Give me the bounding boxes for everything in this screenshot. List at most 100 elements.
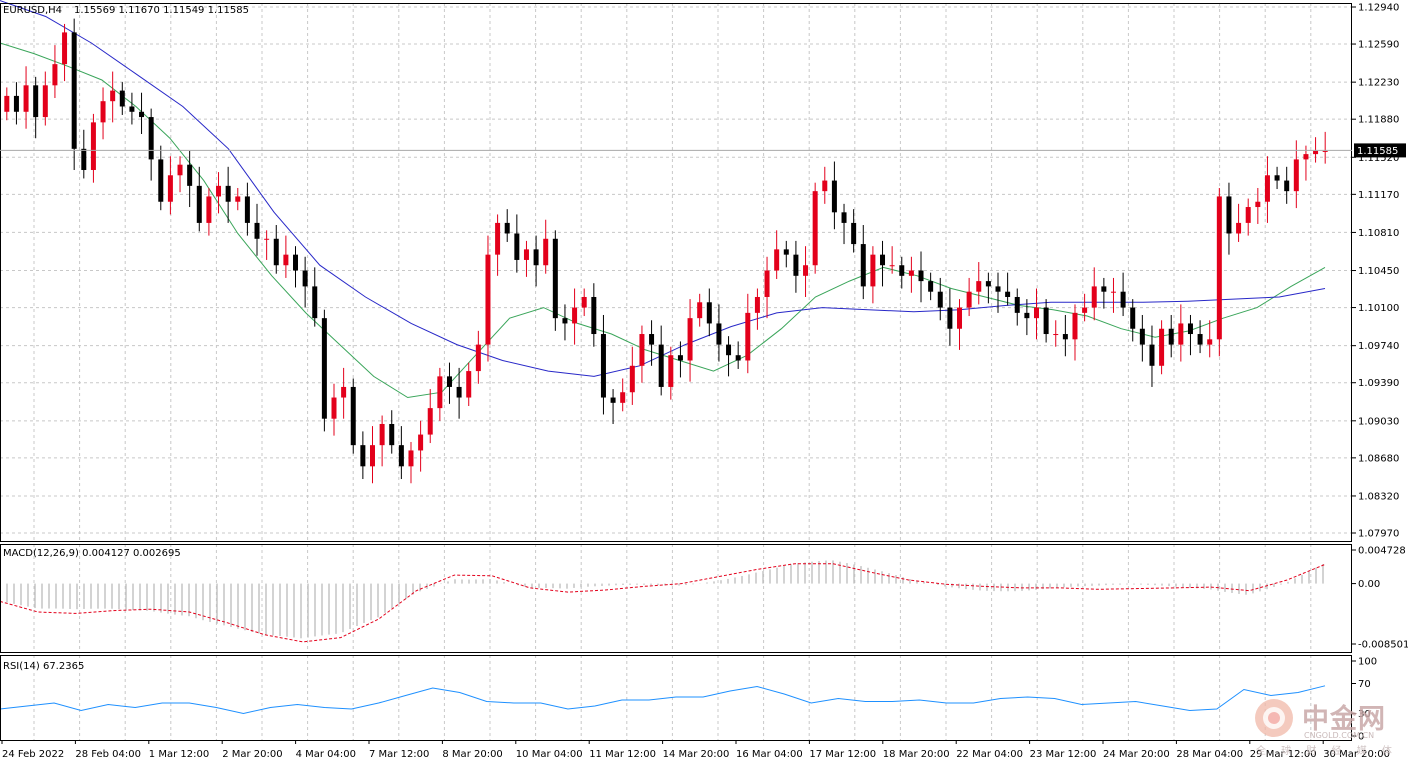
price-tick-label: 1.08680 [1358,453,1399,464]
candle-body [100,101,106,123]
candle-body [1091,286,1097,308]
candle-body [1293,159,1299,192]
price-tick-label: 1.12590 [1358,40,1399,51]
price-tick-label: 1.10810 [1358,228,1399,239]
price-tick-label: 1.07970 [1358,529,1399,540]
candle-body [293,254,299,271]
candle-body [283,254,289,266]
time-tick-label: 7 Mar 12:00 [369,749,429,760]
time-tick-label: 24 Mar 20:00 [1103,749,1170,760]
candle-body [273,238,279,266]
macd-tick-label: 0.004728 [1358,546,1406,557]
time-tick-label: 4 Mar 04:00 [296,749,356,760]
rsi-tick-label: 70 [1358,679,1371,690]
candle-body [466,371,472,398]
candle-body [167,175,173,202]
candle-body [1236,222,1242,234]
candle-body [1072,312,1078,340]
candle-body [216,185,222,197]
rsi-line [0,685,1326,715]
candle-body [1043,307,1049,335]
candle-body [254,222,260,239]
time-tick-label: 24 Feb 2022 [2,749,64,760]
candle-body [4,95,10,112]
candle-body [533,249,539,266]
candle-body [119,90,125,107]
candle-body [52,64,58,86]
candle-body [196,185,202,223]
candle-body [187,164,193,186]
watermark-domain: CNGOLD.COM.CN [1304,731,1375,740]
candle-body [918,270,924,282]
candle-body [62,32,68,65]
candle-body [668,355,674,387]
candle-body [1120,291,1126,308]
candle-body [398,445,404,467]
candle-body [13,95,19,112]
candle-body [369,445,375,467]
cngold-logo-icon [1255,699,1293,737]
candle-body [129,106,135,112]
time-tick-label: 22 Mar 04:00 [956,749,1023,760]
time-tick-label: 16 Mar 04:00 [736,749,803,760]
watermark-tagline: 全 球 财 经 媒 体 [1256,746,1398,757]
symbol-title: EURUSD,H4 [3,5,62,16]
candle-body [1313,150,1319,155]
rsi-tick-label: 0 [1358,732,1364,743]
candle-body [312,286,318,319]
candle-body [1207,339,1213,345]
time-tick-label: 18 Mar 20:00 [883,749,950,760]
candle-body [42,85,48,118]
candle-body [629,365,635,393]
candle-body [803,265,809,276]
candle-body [928,281,934,292]
candle-body [831,180,837,213]
candle-body [1187,323,1193,335]
panel-titles: EURUSD,H4 1.15569 1.11670 1.11549 1.1158… [3,5,249,672]
rsi-panel [0,685,1326,715]
panel-border [0,3,1352,542]
candle-body [1110,291,1116,293]
candle-body [360,445,366,467]
time-tick-label: 23 Mar 12:00 [1030,749,1097,760]
candle-body [1139,328,1145,345]
candle-body [90,122,96,170]
candle-body [139,111,145,118]
time-tick-label: 28 Feb 04:00 [75,749,141,760]
candle-body [687,318,693,361]
candle-body [1245,207,1251,223]
candle-body [158,159,164,202]
candle-body [1159,328,1165,366]
macd-panel [0,560,1326,643]
candle-body [562,318,568,324]
candle-body [206,196,212,223]
candle-body [1024,312,1030,319]
candle-body [793,254,799,276]
candle-body [504,222,510,234]
price-tick-label: 1.12230 [1358,78,1399,89]
macd-tick-label: -0.008501 [1358,640,1408,651]
macd-tick-label: 0.00 [1358,579,1380,590]
candle-body [225,185,231,202]
candle-body [427,408,433,435]
candle-body [1284,180,1290,192]
candle-body [71,32,77,149]
candle-body [706,302,712,324]
candle-body [244,196,250,223]
rsi-tick-label: 30 [1358,709,1371,720]
grid-lines [0,3,1352,740]
ohlc-readout: 1.15569 1.11670 1.11549 1.11585 [74,5,249,16]
price-tick-label: 1.11170 [1358,190,1399,201]
candle-body [379,423,385,446]
panel-frames [0,3,1352,741]
candle-body [995,286,1001,292]
current-price-label: 1.11585 [1357,146,1398,157]
candle-body [495,222,501,255]
price-tick-label: 1.10100 [1358,303,1399,314]
candle-body [177,164,183,176]
candle-body [966,291,972,308]
candle-body [572,307,578,324]
candle-body [543,238,549,266]
time-tick-label: 10 Mar 04:00 [516,749,583,760]
candle-body [889,265,895,267]
